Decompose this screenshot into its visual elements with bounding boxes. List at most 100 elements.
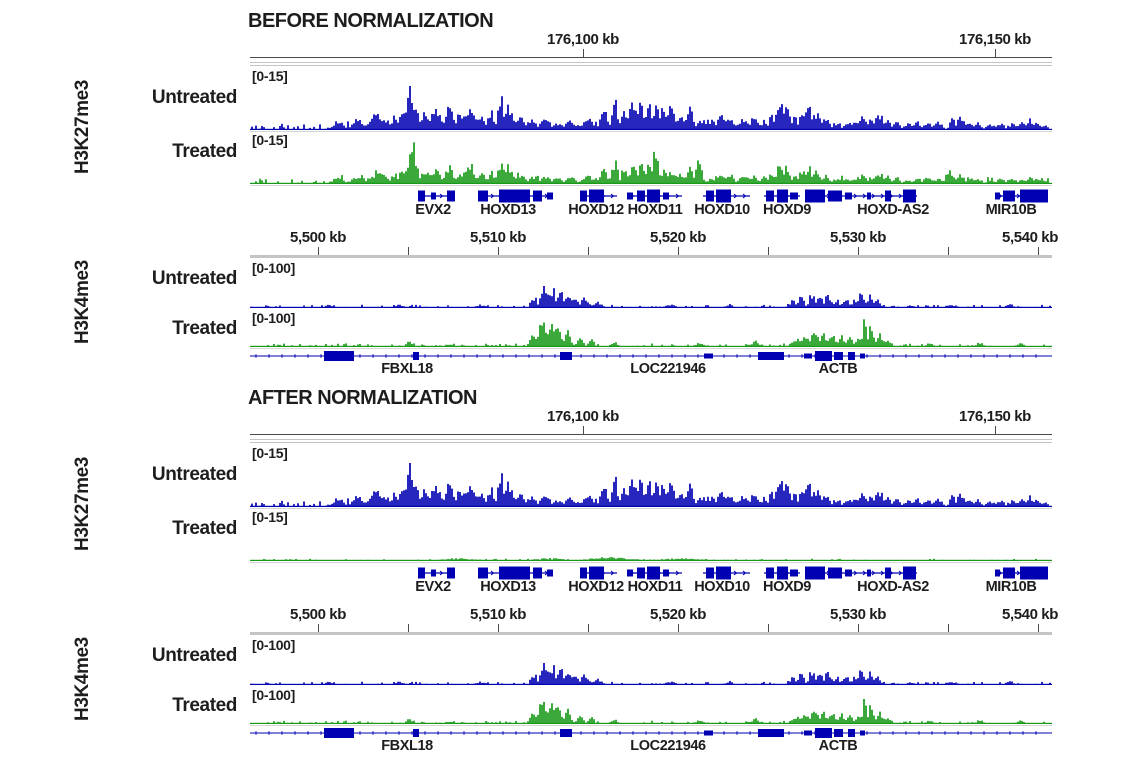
kb-ruler-label: 5,500 kb	[290, 606, 347, 623]
chr-ruler-line	[250, 57, 1052, 58]
kb-ruler-label: 5,520 kb	[650, 229, 707, 246]
track-row-label: Untreated	[151, 87, 237, 108]
kb-ruler-label: 5,510 kb	[470, 229, 527, 246]
track-row-label: Treated	[172, 695, 237, 716]
gene-label-hoxd10: HOXD10	[694, 579, 750, 595]
coverage-track-h3k27me3-untreated	[250, 463, 1052, 507]
gene-label-hoxd12: HOXD12	[568, 579, 624, 595]
kb-ruler-line	[250, 255, 1052, 258]
kb-ruler-label: 5,510 kb	[470, 606, 527, 623]
track-row-label: Untreated	[151, 645, 237, 666]
track-separator-line	[250, 185, 1052, 186]
gene-label-mir10b: MIR10B	[985, 202, 1037, 218]
gene-annotation-track-hoxd	[418, 189, 1048, 203]
kb-ruler-label: 5,500 kb	[290, 229, 347, 246]
kb-ruler-minor-tick	[408, 247, 410, 255]
gene-label-hoxd13: HOXD13	[480, 202, 536, 218]
kb-ruler-minor-tick	[408, 624, 410, 632]
track-separator-line	[250, 130, 1052, 132]
track-range-badge: [0-15]	[252, 132, 288, 148]
antibody-label-h3k27me3: H3K27me3	[72, 80, 93, 174]
kb-ruler-tick	[1038, 247, 1040, 255]
coverage-track-h3k4me3-untreated	[250, 663, 1052, 685]
gene-label-fbxl18: FBXL18	[381, 738, 433, 754]
kb-ruler-line	[250, 632, 1052, 635]
gene-annotation-track-actb	[250, 728, 1052, 738]
chr-ruler-tick	[995, 426, 997, 434]
gene-annotation-track-hoxd	[418, 566, 1048, 580]
chr-ruler-label: 176,150 kb	[959, 408, 1031, 425]
gene-label-hoxd11: HOXD11	[627, 579, 683, 595]
gene-label-hoxd12: HOXD12	[568, 202, 624, 218]
chr-ruler-tick	[583, 426, 585, 434]
track-range-badge: [0-100]	[252, 310, 296, 326]
panel-border-line	[250, 62, 1052, 63]
track-range-badge: [0-100]	[252, 637, 296, 653]
gene-label-actb: ACTB	[818, 738, 858, 754]
section-after-normalization: AFTER NORMALIZATION H3K27me3 176,100 kb 17…	[0, 377, 1141, 755]
track-range-badge: [0-100]	[252, 260, 296, 276]
chr-ruler-label: 176,150 kb	[959, 31, 1031, 48]
panel-border-line	[250, 439, 1052, 440]
gene-label-hoxd13: HOXD13	[480, 579, 536, 595]
kb-ruler-label: 5,520 kb	[650, 606, 707, 623]
chr-ruler-tick	[995, 49, 997, 57]
track-range-badge: [0-15]	[252, 68, 288, 84]
track-row-label: Treated	[172, 318, 237, 339]
gene-label-hoxd9: HOXD9	[763, 202, 811, 218]
track-separator-line	[250, 507, 1052, 509]
section-title: BEFORE NORMALIZATION	[248, 10, 494, 32]
kb-ruler-tick	[498, 247, 500, 255]
kb-ruler-label: 5,540 kb	[1002, 229, 1059, 246]
gene-label-loc221946: LOC221946	[630, 738, 706, 754]
gene-label-hoxd11: HOXD11	[627, 202, 683, 218]
track-separator-line	[250, 725, 1052, 726]
coverage-track-h3k27me3-treated	[250, 557, 1052, 561]
gene-label-hoxd10: HOXD10	[694, 202, 750, 218]
kb-ruler-tick	[858, 247, 860, 255]
kb-ruler-tick	[318, 624, 320, 632]
gene-label-loc221946: LOC221946	[630, 361, 706, 377]
kb-ruler-minor-tick	[948, 247, 950, 255]
track-row-label: Treated	[172, 141, 237, 162]
track-separator-line	[250, 348, 1052, 349]
antibody-label-h3k4me3: H3K4me3	[72, 637, 93, 721]
kb-ruler-tick	[318, 247, 320, 255]
coverage-track-h3k4me3-treated	[250, 319, 1052, 347]
kb-ruler-tick	[498, 624, 500, 632]
kb-ruler-tick	[678, 247, 680, 255]
kb-ruler-tick	[678, 624, 680, 632]
kb-ruler-minor-tick	[768, 247, 770, 255]
track-range-badge: [0-100]	[252, 687, 296, 703]
kb-ruler-tick	[1038, 624, 1040, 632]
chr-ruler-tick	[583, 49, 585, 57]
coverage-track-h3k27me3-untreated	[250, 86, 1052, 130]
section-body: H3K27me3 176,100 kb 176,150 kb Untreated [0-…	[0, 0, 1141, 378]
kb-ruler-label: 5,540 kb	[1002, 606, 1059, 623]
coverage-track-h3k4me3-treated	[250, 699, 1052, 724]
gene-label-hoxd-as2: HOXD-AS2	[857, 579, 929, 595]
track-separator-line	[250, 562, 1052, 563]
antibody-label-h3k27me3: H3K27me3	[72, 457, 93, 551]
section-body: H3K27me3 176,100 kb 176,150 kb Untreated [0-…	[0, 377, 1141, 755]
chr-ruler-label: 176,100 kb	[547, 31, 619, 48]
gene-label-hoxd-as2: HOXD-AS2	[857, 202, 929, 218]
kb-ruler-minor-tick	[588, 624, 590, 632]
gene-label-fbxl18: FBXL18	[381, 361, 433, 377]
panel-border-line	[250, 65, 1052, 66]
coverage-track-h3k27me3-treated	[250, 142, 1052, 184]
kb-ruler-label: 5,530 kb	[830, 229, 887, 246]
track-row-label: Untreated	[151, 464, 237, 485]
track-row-label: Treated	[172, 518, 237, 539]
gene-label-hoxd9: HOXD9	[763, 579, 811, 595]
gene-label-actb: ACTB	[818, 361, 858, 377]
section-title: AFTER NORMALIZATION	[248, 387, 478, 409]
antibody-label-h3k4me3: H3K4me3	[72, 260, 93, 344]
coverage-track-h3k4me3-untreated	[250, 286, 1052, 308]
panel-border-line	[250, 442, 1052, 443]
track-row-label: Untreated	[151, 268, 237, 289]
kb-ruler-minor-tick	[588, 247, 590, 255]
chr-ruler-line	[250, 434, 1052, 435]
kb-ruler-label: 5,530 kb	[830, 606, 887, 623]
